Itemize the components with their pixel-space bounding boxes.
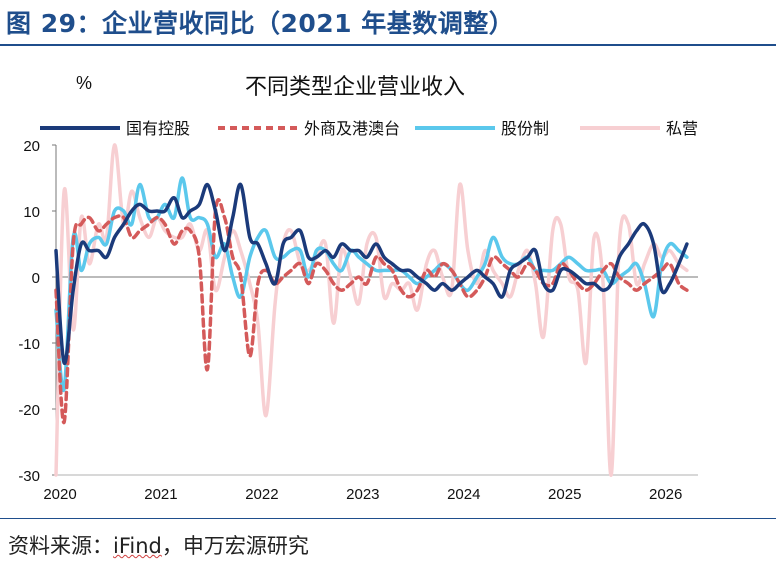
source-prefix: 资料来源：: [8, 534, 113, 558]
y-axis-unit: %: [76, 73, 92, 93]
x-tick-label: 2026: [649, 486, 682, 503]
source-ifind: iFind: [113, 534, 162, 558]
legend-label-3: 私营: [666, 120, 698, 138]
chart-title: 不同类型企业营业收入: [245, 74, 465, 99]
chart-legend: 国有控股 外商及港澳台 股份制 私营: [40, 120, 698, 138]
x-tick-label: 2023: [346, 486, 379, 503]
legend-label-1: 外商及港澳台: [304, 120, 400, 138]
page-title: 图 29：企业营收同比（2021 年基数调整）: [6, 9, 515, 38]
series-line-3: [54, 143, 689, 477]
legend-label-2: 股份制: [501, 120, 549, 138]
x-tick-label: 2022: [245, 486, 278, 503]
y-tick-label: 20: [23, 138, 40, 155]
source-divider: [0, 518, 776, 519]
source-note: 资料来源：iFind，申万宏源研究: [8, 530, 309, 560]
series-line-1: [54, 198, 689, 424]
x-tick-label: 2024: [447, 486, 480, 503]
x-tick-label: 2021: [144, 486, 177, 503]
y-tick-label: 10: [23, 204, 40, 221]
series-line-0: [54, 182, 689, 365]
x-tick-label: 2025: [548, 486, 581, 503]
legend-label-0: 国有控股: [126, 120, 190, 138]
title-divider: [0, 44, 776, 46]
source-suffix: ，申万宏源研究: [161, 534, 309, 558]
x-tick-label: 2020: [43, 486, 76, 503]
y-tick-label: -10: [18, 336, 40, 353]
revenue-yoy-chart: 不同类型企业营业收入 % 国有控股 外商及港澳台 股份制 私营 20 10 0 -10 -20…: [18, 73, 698, 503]
y-tick-label: -30: [18, 468, 40, 485]
y-tick-label: -20: [18, 402, 40, 419]
y-tick-label: 0: [32, 270, 40, 287]
